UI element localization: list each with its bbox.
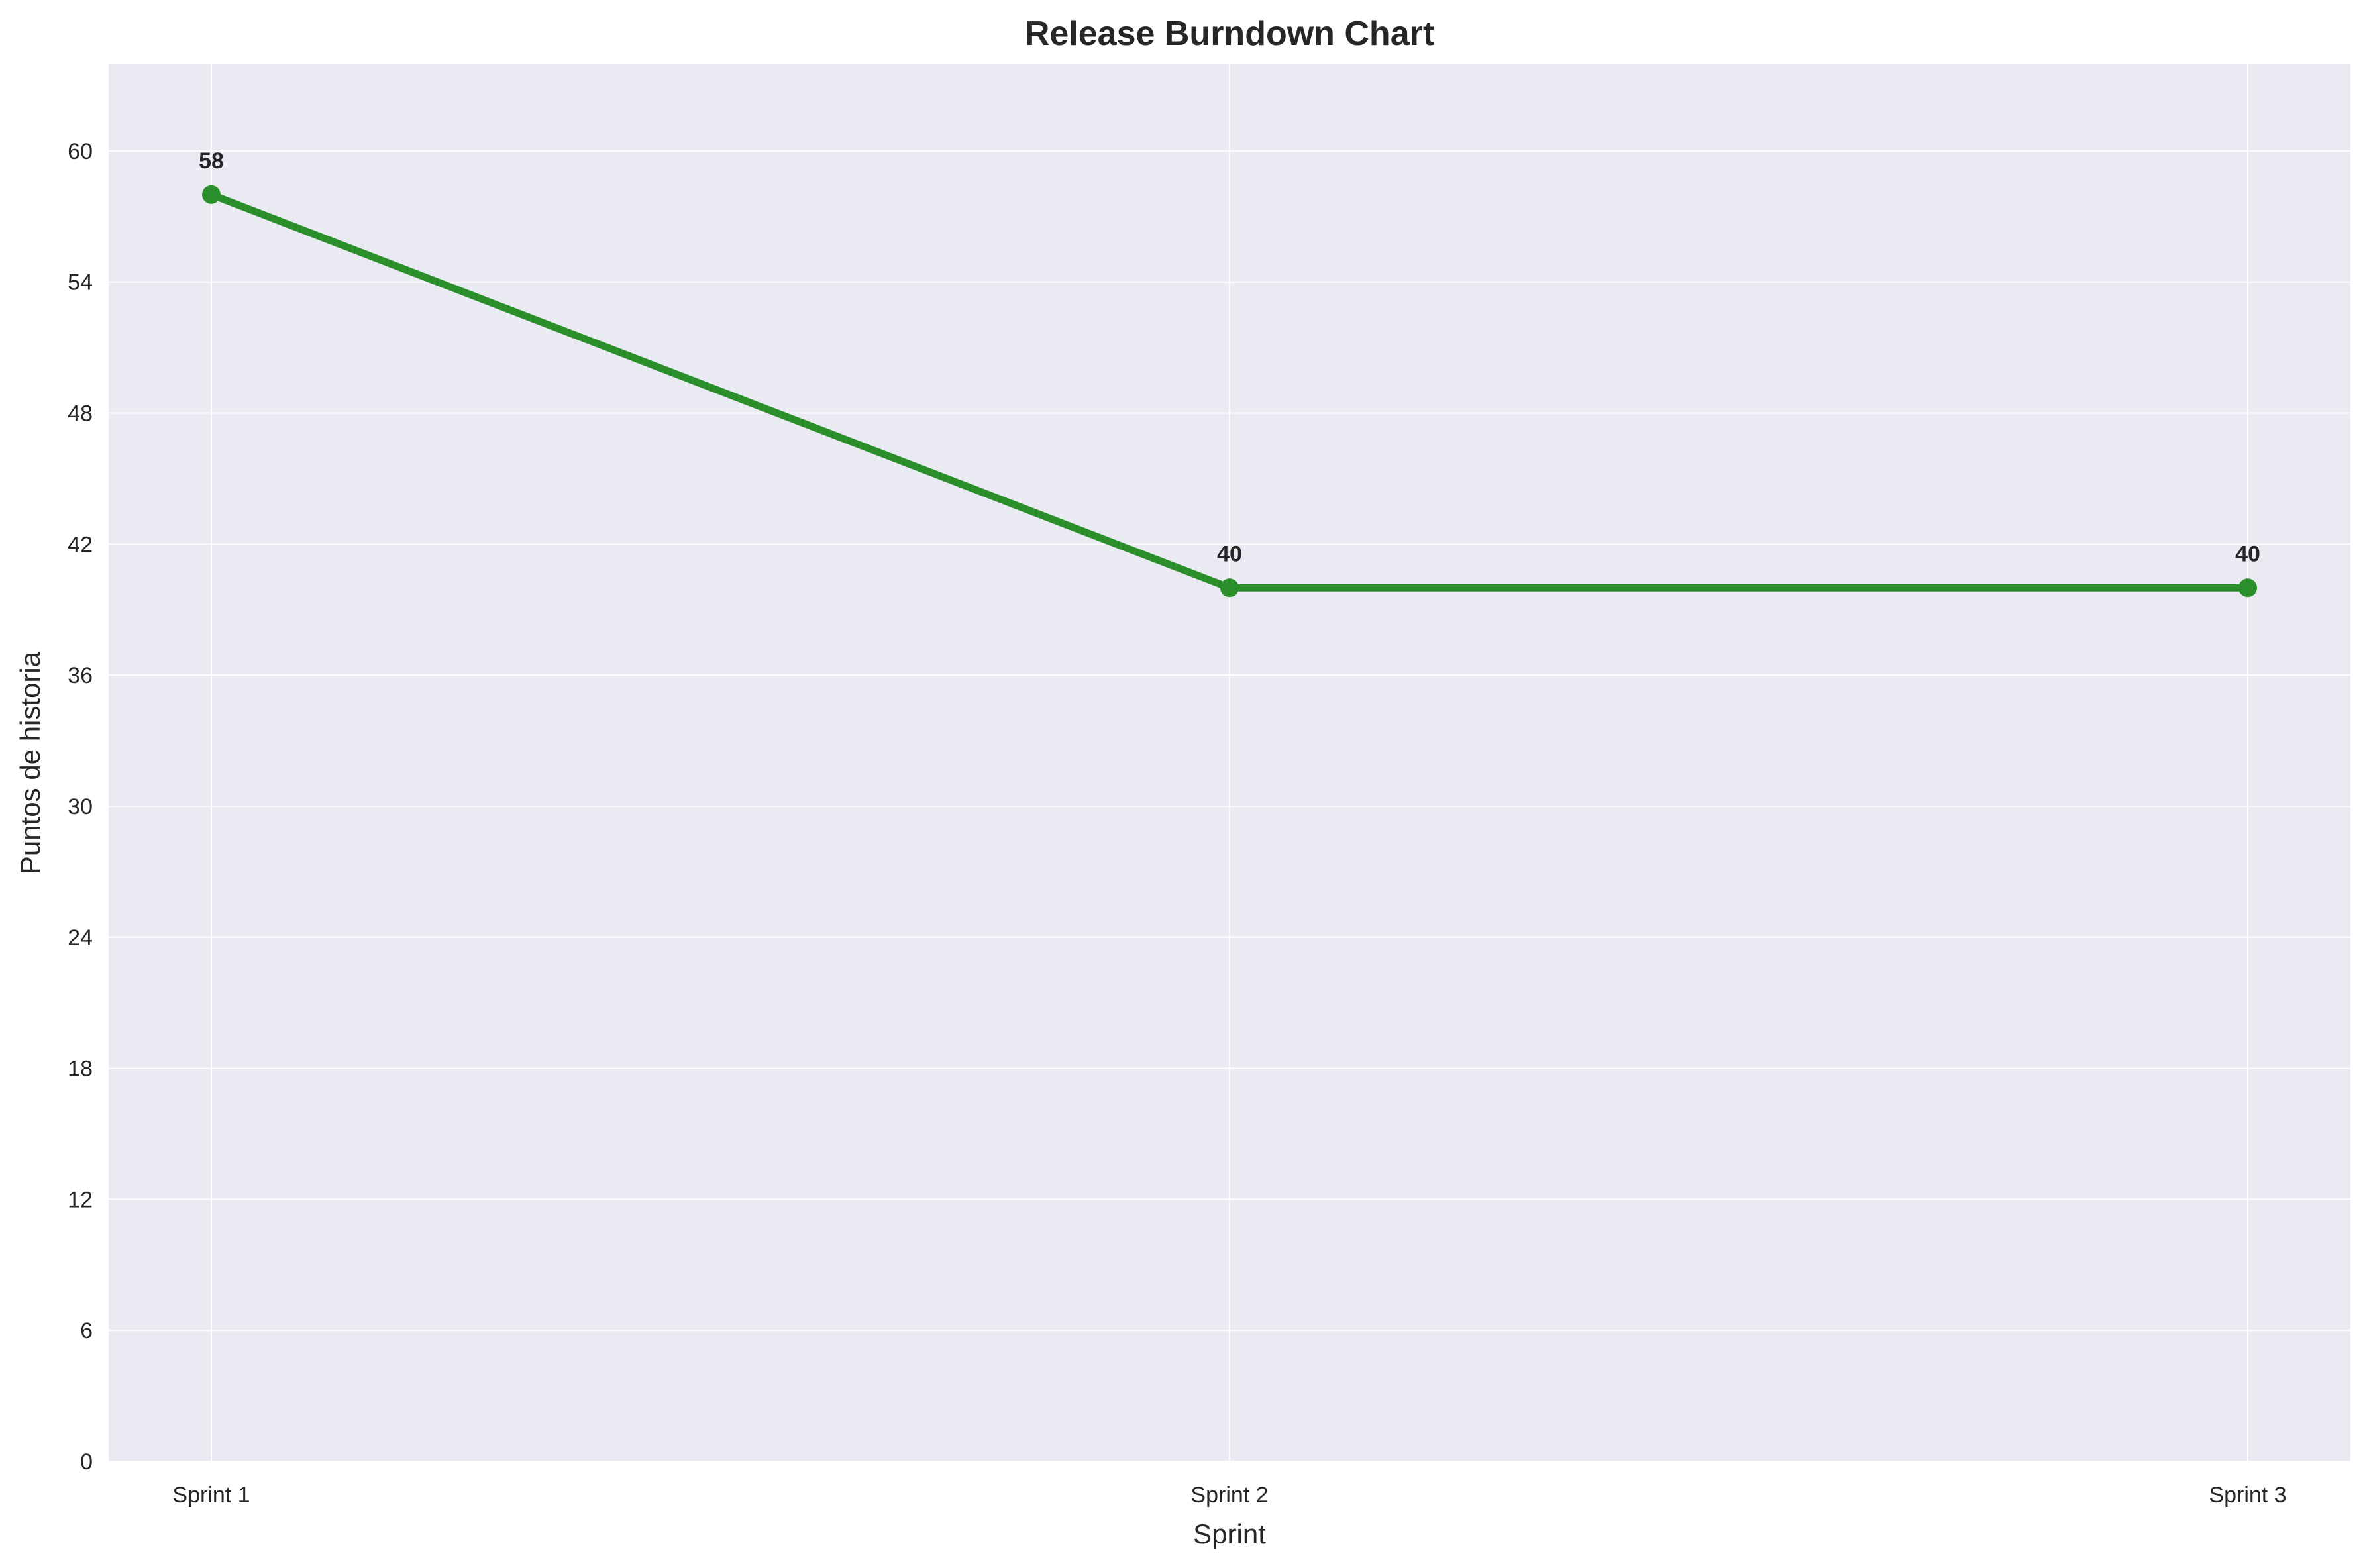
y-tick-label: 24: [68, 925, 93, 951]
y-tick-label: 42: [68, 532, 93, 557]
x-tick-label: Sprint 3: [2209, 1483, 2286, 1508]
y-tick-label: 0: [80, 1449, 93, 1475]
y-tick-label: 18: [68, 1057, 93, 1082]
data-point: [1220, 578, 1239, 598]
data-point: [202, 185, 221, 204]
y-tick-label: 12: [68, 1187, 93, 1212]
y-tick-label: 48: [68, 401, 93, 427]
y-tick-label: 30: [68, 794, 93, 819]
y-tick-label: 60: [68, 139, 93, 164]
data-labels: 58 40 40: [199, 148, 2260, 566]
data-label: 40: [1217, 541, 1242, 566]
y-tick-label: 36: [68, 663, 93, 688]
data-label: 58: [199, 148, 224, 174]
chart-title: Release Burndown Chart: [1025, 15, 1434, 53]
x-axis-label: Sprint: [1193, 1518, 1266, 1549]
data-point: [2238, 578, 2257, 598]
x-tick-label: Sprint 1: [172, 1483, 250, 1508]
y-tick-label: 54: [68, 270, 93, 295]
y-tick-labels: 0 6 12 18 24 30 36 42 48 54 60: [68, 139, 93, 1475]
y-axis-label: Puntos de historia: [15, 651, 46, 874]
x-tick-labels: Sprint 1 Sprint 2 Sprint 3: [172, 1483, 2286, 1508]
series-layer: [202, 185, 2257, 598]
x-tick-label: Sprint 2: [1190, 1483, 1268, 1508]
data-label: 40: [2235, 541, 2260, 566]
y-tick-label: 6: [80, 1318, 93, 1343]
grid-lines: [109, 64, 2350, 1462]
